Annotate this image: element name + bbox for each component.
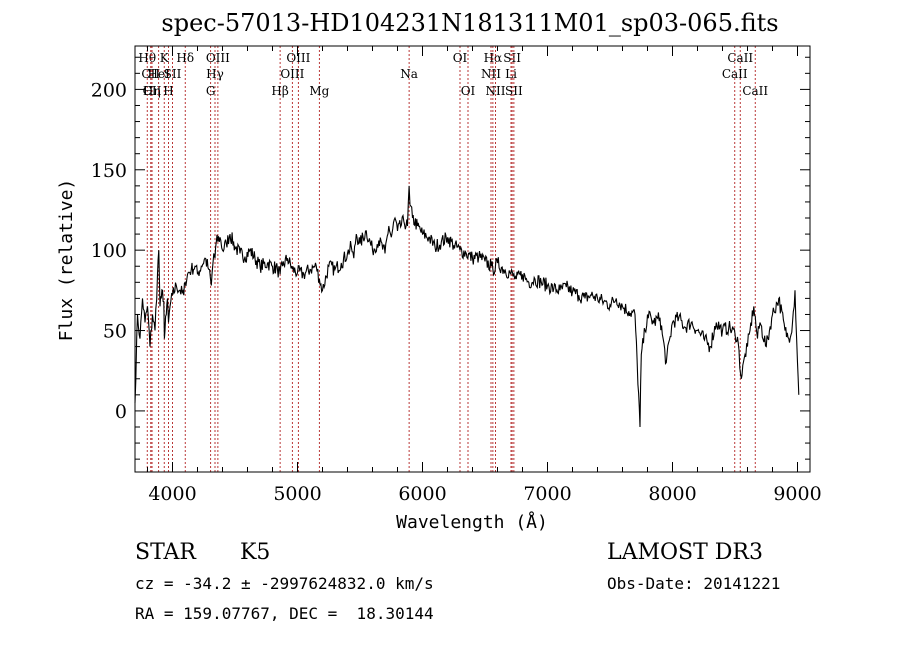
y-tick-label: 100 (91, 240, 127, 262)
spectral-line-label: CaII (722, 67, 748, 81)
spectral-line-label: Hγ (206, 67, 224, 81)
spectral-line-label: SII (503, 51, 521, 65)
spectral-line-label: Na (400, 67, 418, 81)
chart-title: spec-57013-HD104231N181311M01_sp03-065.f… (161, 9, 778, 37)
spectral-line-label: OIII (286, 51, 310, 65)
x-axis-label: Wavelength (Å) (396, 511, 548, 533)
spectral-line-label: NII (481, 67, 501, 81)
spectral-line-label: Hθ (138, 51, 156, 65)
spectral-line-label: Li (505, 67, 517, 81)
spectral-line-label: OIII (280, 67, 304, 81)
survey-name: LAMOST DR3 (607, 540, 763, 565)
spectral-line-label: Hα (484, 51, 503, 65)
spectral-line-label: H (163, 84, 173, 98)
y-axis-ticks: 0 50 100 150 200 (91, 56, 810, 460)
y-tick-label: 50 (103, 321, 127, 343)
x-tick-label: 8000 (648, 483, 696, 505)
spectral-line-label: SII (164, 67, 182, 81)
spectral-line-label: Hη (143, 84, 161, 98)
spectral-line-label: OIII (206, 51, 230, 65)
x-tick-label: 7000 (523, 483, 571, 505)
coordinates: RA = 159.07767, DEC = 18.30144 (135, 604, 434, 623)
x-tick-label: 9000 (773, 483, 821, 505)
x-tick-label: 4000 (148, 483, 196, 505)
spectral-line-label: Hδ (176, 51, 194, 65)
object-subclass: K5 (240, 540, 270, 565)
spectrum-series-line (134, 185, 800, 428)
spectral-line-label: CII (141, 67, 160, 81)
redshift-readout: cz = -34.2 ± -2997624832.0 km/s (135, 574, 434, 593)
spectral-line-label: NII (486, 84, 506, 98)
x-tick-label: 5000 (273, 483, 321, 505)
spectral-line-label: SII (505, 84, 523, 98)
y-axis-label: Flux (relative) (56, 179, 77, 342)
spectral-line-label: Hβ (271, 84, 288, 98)
y-tick-label: 0 (115, 401, 127, 423)
obs-date: Obs-Date: 20141221 (607, 574, 780, 593)
x-tick-label: 6000 (398, 483, 446, 505)
spectral-line-label: K (160, 51, 170, 65)
object-class: STAR (135, 540, 197, 565)
spectral-line-label: G (206, 84, 216, 98)
spectral-line-label: CaII (742, 84, 768, 98)
spectral-line-label: Mg (309, 84, 329, 98)
y-tick-label: 200 (91, 79, 127, 101)
spectral-line-label: OI (461, 84, 476, 98)
spectral-line-label: OI (453, 51, 468, 65)
spectral-line-label: CaII (727, 51, 753, 65)
y-tick-label: 150 (91, 160, 127, 182)
x-axis-ticks: 4000 5000 6000 7000 8000 9000 (147, 46, 822, 505)
spectral-line-label: HeI (147, 67, 170, 81)
